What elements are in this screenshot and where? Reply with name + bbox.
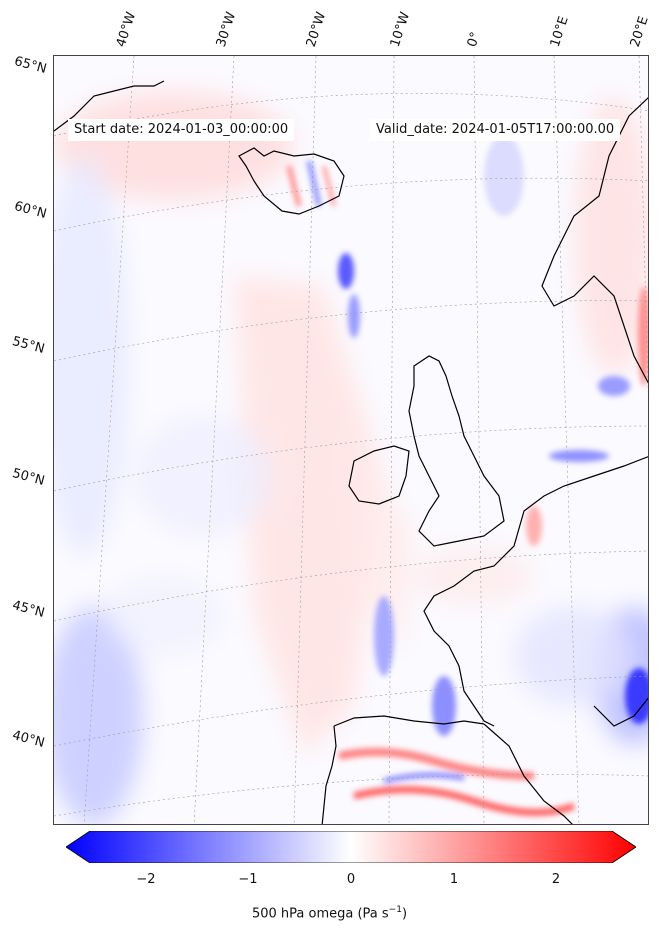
lon-label-20w: 20°W	[303, 10, 330, 49]
colorbar-label: 500 hPa omega (Pa s−1)	[251, 905, 408, 922]
lon-label-40w: 40°W	[113, 10, 140, 49]
lat-label-65n: 65°N	[12, 54, 49, 77]
colorbar-tick-2: 2	[551, 872, 561, 887]
lat-label-45n: 45°N	[10, 598, 47, 621]
colorbar-tick-m1: −1	[238, 872, 258, 887]
lon-label-30w: 30°W	[213, 10, 240, 49]
lat-label-50n: 50°N	[10, 466, 47, 489]
colorbar-tick-0: 0	[346, 872, 356, 887]
valid-date-label: Valid_date: 2024-01-05T17:00:00.00	[370, 119, 621, 141]
field-features	[286, 136, 648, 816]
start-date-label: Start date: 2024-01-03_00:00:00	[68, 119, 295, 141]
lon-label-20e: 20°E	[627, 14, 652, 50]
lat-label-55n: 55°N	[10, 334, 47, 357]
lon-label-0: 0°	[464, 30, 484, 49]
colorbar-gradient	[66, 831, 636, 863]
lon-label-10w: 10°W	[387, 10, 414, 49]
colorbar	[66, 831, 636, 863]
field-background	[54, 56, 648, 824]
graticule	[54, 56, 648, 824]
colorbar-tick-1: 1	[449, 872, 459, 887]
omega-field-svg	[54, 56, 648, 824]
omega-map-panel: Start date: 2024-01-03_00:00:00 Valid_da…	[53, 55, 649, 825]
colorbar-tick-m2: −2	[136, 872, 156, 887]
lon-label-10e: 10°E	[547, 14, 572, 50]
lat-label-60n: 60°N	[12, 199, 49, 222]
coastlines	[54, 80, 648, 824]
lat-label-40n: 40°N	[10, 728, 47, 751]
